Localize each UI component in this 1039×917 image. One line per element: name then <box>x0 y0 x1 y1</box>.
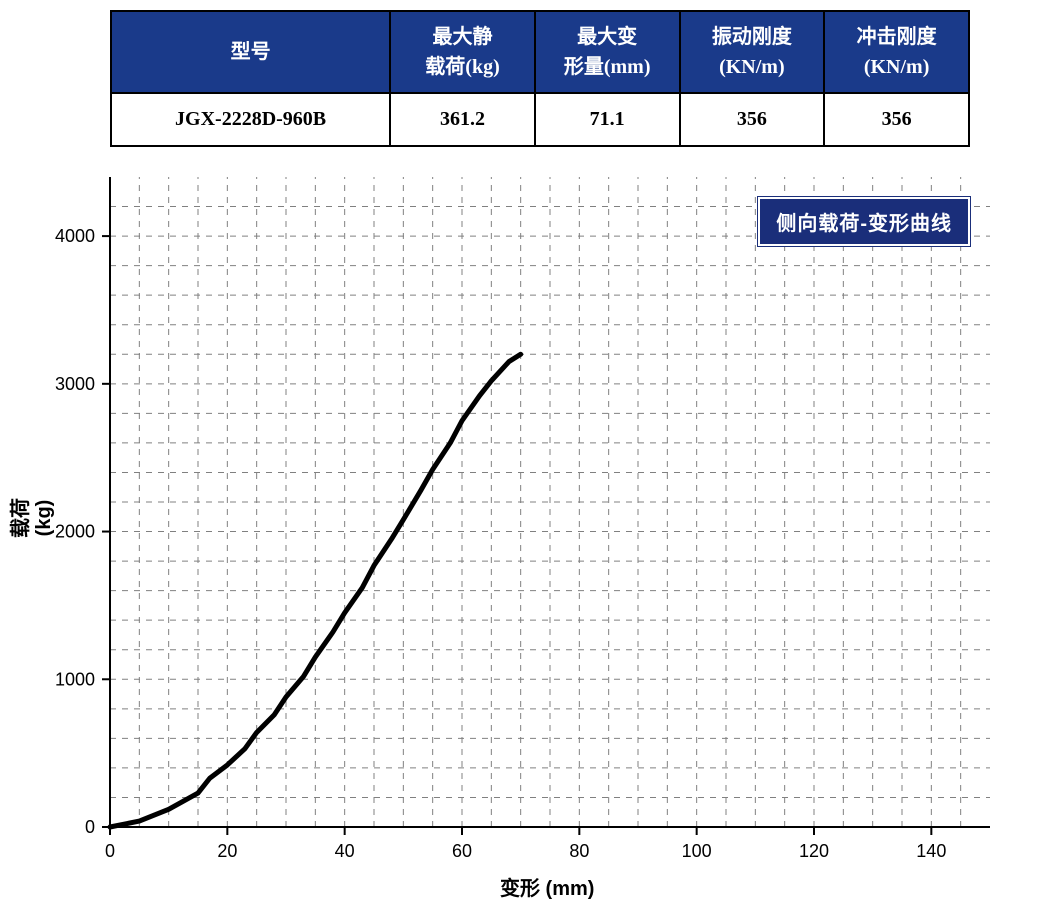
page-container: 型号 最大静载荷(kg) 最大变形量(mm) 振动刚度(KN/m) 冲击刚度(K… <box>10 10 1029 907</box>
cell-max-deformation: 71.1 <box>535 93 680 146</box>
y-axis-label: 载荷 (kg) <box>4 498 56 538</box>
svg-text:100: 100 <box>682 841 712 861</box>
cell-impact-stiffness: 356 <box>824 93 969 146</box>
header-model: 型号 <box>111 11 390 93</box>
svg-text:0: 0 <box>105 841 115 861</box>
svg-text:2000: 2000 <box>55 522 95 542</box>
header-max-static-load: 最大静载荷(kg) <box>390 11 535 93</box>
svg-text:120: 120 <box>799 841 829 861</box>
header-impact-stiffness: 冲击刚度(KN/m) <box>824 11 969 93</box>
chart-area: 0 20 40 60 80 100 120 140 0 1000 2000 3000 4000 侧向载荷… <box>10 167 1030 907</box>
chart-svg: 0 20 40 60 80 100 120 140 0 1000 2000 3000 4000 <box>10 167 1030 907</box>
svg-text:0: 0 <box>85 817 95 837</box>
svg-text:140: 140 <box>916 841 946 861</box>
header-max-deformation: 最大变形量(mm) <box>535 11 680 93</box>
svg-text:60: 60 <box>452 841 472 861</box>
table-row: JGX-2228D-960B 361.2 71.1 356 356 <box>111 93 969 146</box>
svg-text:4000: 4000 <box>55 226 95 246</box>
header-vibration-stiffness: 振动刚度(KN/m) <box>680 11 825 93</box>
chart-legend: 侧向载荷-变形曲线 <box>758 197 970 246</box>
table-header-row: 型号 最大静载荷(kg) 最大变形量(mm) 振动刚度(KN/m) 冲击刚度(K… <box>111 11 969 93</box>
spec-table: 型号 最大静载荷(kg) 最大变形量(mm) 振动刚度(KN/m) 冲击刚度(K… <box>110 10 970 147</box>
svg-text:3000: 3000 <box>55 374 95 394</box>
svg-text:40: 40 <box>335 841 355 861</box>
cell-max-static-load: 361.2 <box>390 93 535 146</box>
svg-text:20: 20 <box>217 841 237 861</box>
cell-model: JGX-2228D-960B <box>111 93 390 146</box>
x-axis-label: 变形 (mm) <box>500 872 594 901</box>
svg-text:1000: 1000 <box>55 669 95 689</box>
legend-label: 侧向载荷-变形曲线 <box>776 213 952 235</box>
svg-text:80: 80 <box>569 841 589 861</box>
cell-vibration-stiffness: 356 <box>680 93 825 146</box>
